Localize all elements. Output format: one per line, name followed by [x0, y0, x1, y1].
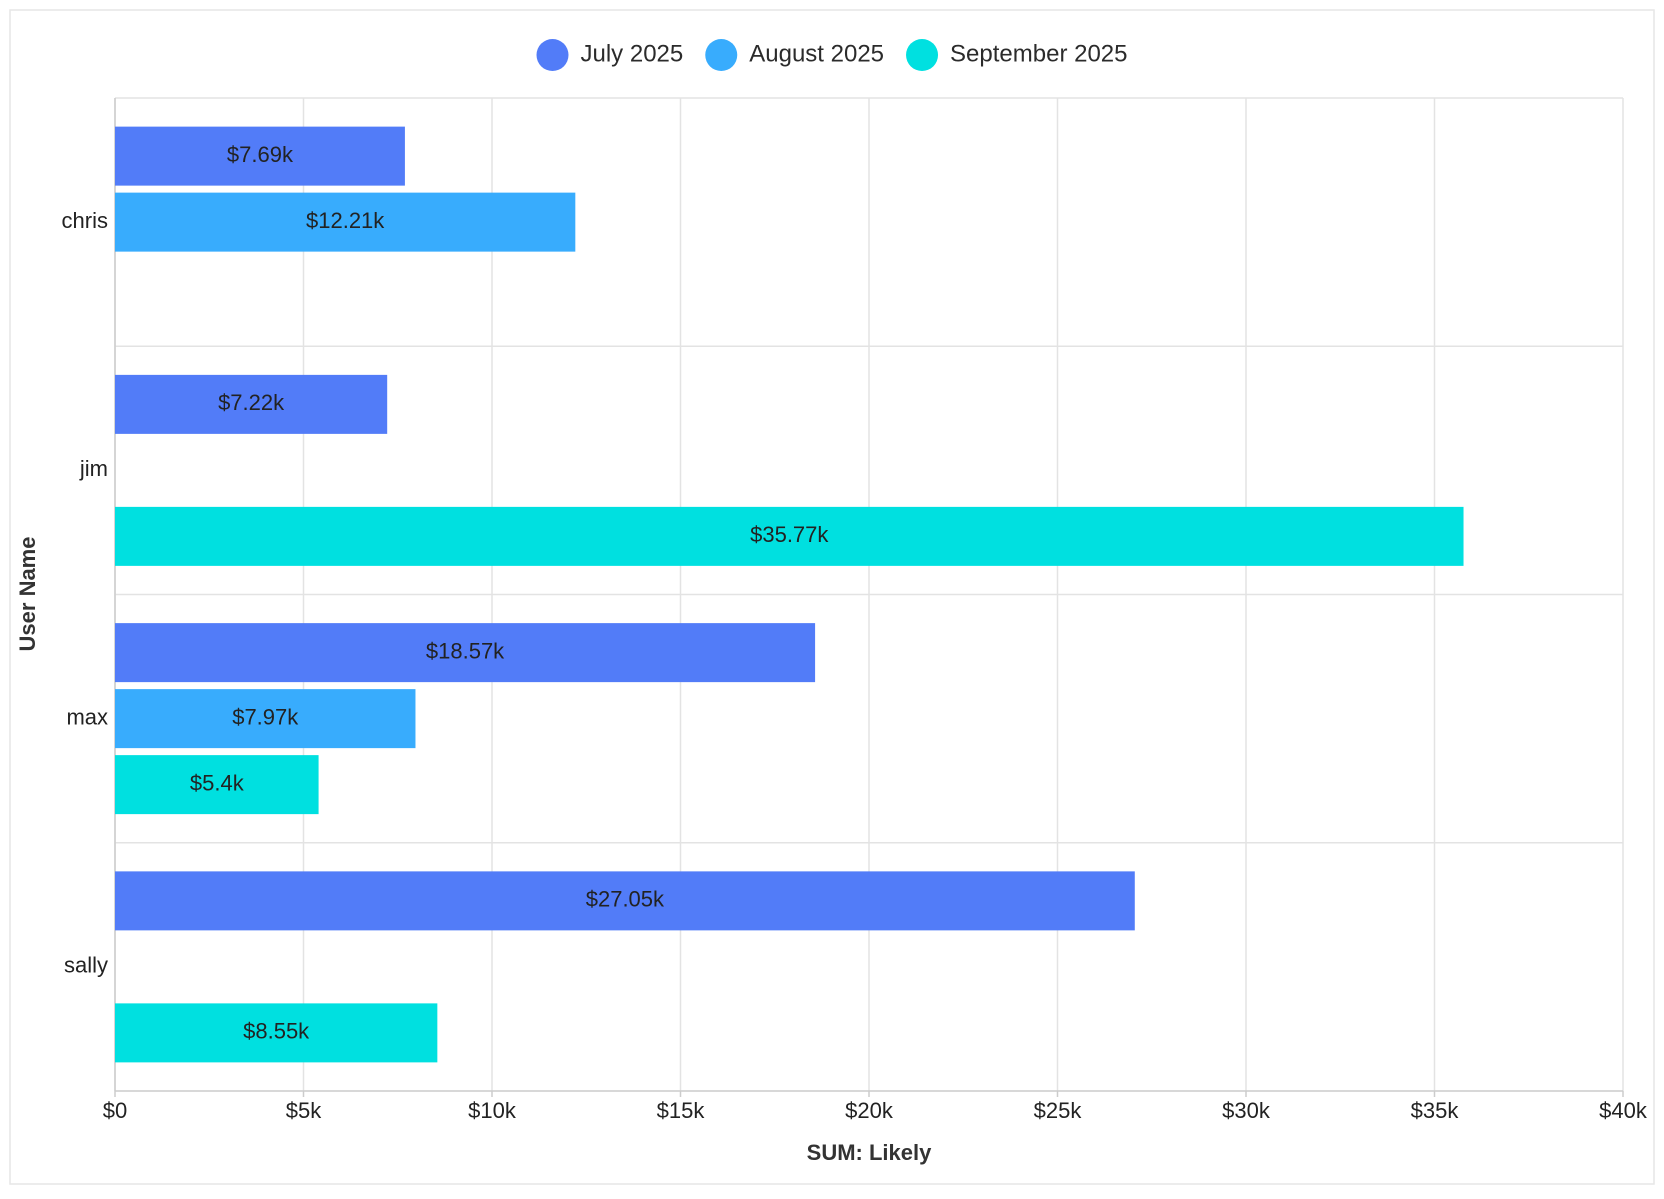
legend-item: July 2025	[536, 39, 684, 71]
legend-label: August 2025	[749, 40, 884, 67]
x-tick-label: $5k	[286, 1098, 322, 1123]
bar	[115, 689, 416, 749]
bar	[115, 1003, 438, 1063]
bar	[115, 506, 1464, 566]
x-tick-label: $40k	[1599, 1098, 1648, 1123]
legend-label: September 2025	[950, 40, 1127, 67]
bar-value-label: $18.57k	[426, 638, 505, 663]
legend-item: September 2025	[906, 39, 1128, 71]
y-tick-label: max	[66, 704, 108, 729]
legend-swatch	[536, 39, 569, 71]
y-tick-label: sally	[64, 953, 108, 978]
bar-value-label: $5.4k	[190, 770, 245, 795]
y-tick-label: chris	[62, 208, 108, 233]
bar-value-label: $7.97k	[232, 704, 299, 729]
x-tick-label: $15k	[657, 1098, 706, 1123]
y-tick-label: jim	[79, 456, 108, 481]
bar-value-label: $12.21k	[306, 208, 385, 233]
x-tick-label: $10k	[468, 1098, 517, 1123]
x-tick-label: $0	[103, 1098, 127, 1123]
bar	[115, 126, 405, 186]
bar-value-label: $7.22k	[218, 390, 285, 415]
bar	[115, 755, 319, 815]
x-tick-label: $30k	[1222, 1098, 1271, 1123]
x-axis-title: SUM: Likely	[807, 1140, 932, 1165]
bar-value-label: $27.05k	[586, 887, 665, 912]
legend-swatch	[906, 39, 939, 71]
bar	[115, 374, 388, 434]
legend-item: August 2025	[705, 39, 884, 71]
bar	[115, 623, 816, 683]
bar	[115, 871, 1135, 931]
legend-swatch	[705, 39, 738, 71]
bar	[115, 192, 576, 252]
x-tick-label: $25k	[1034, 1098, 1083, 1123]
legend-label: July 2025	[581, 40, 684, 67]
x-tick-label: $20k	[845, 1098, 894, 1123]
x-tick-label: $35k	[1411, 1098, 1460, 1123]
legend: July 2025 August 2025 September 2025	[536, 39, 1128, 71]
bar-value-label: $35.77k	[750, 522, 829, 547]
bar-value-label: $8.55k	[243, 1019, 310, 1044]
y-axis-title: User Name	[15, 537, 40, 652]
bar-value-label: $7.69k	[227, 142, 294, 167]
